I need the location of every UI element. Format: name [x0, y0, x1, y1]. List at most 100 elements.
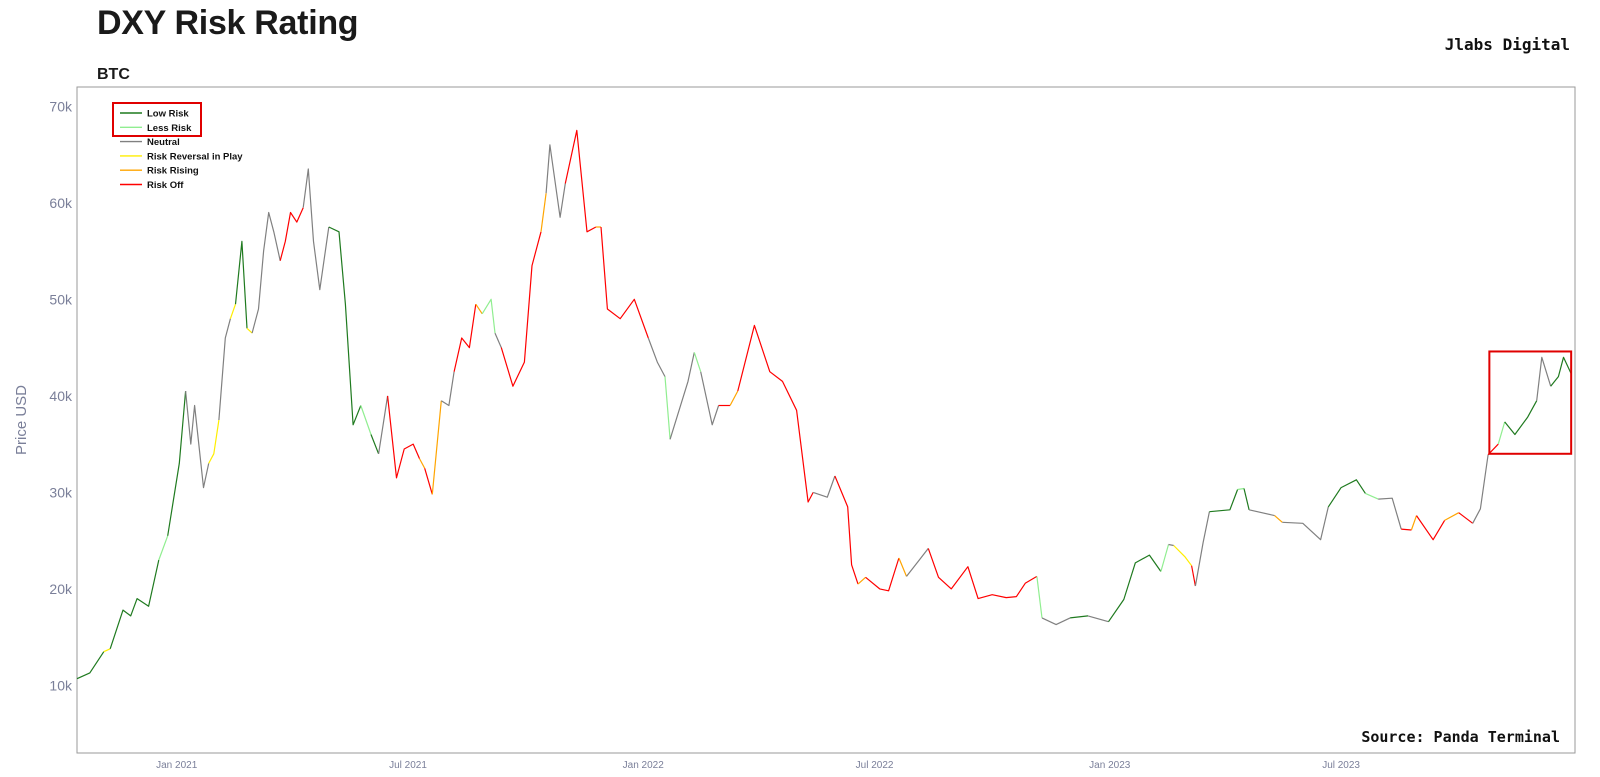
- series-segment-neutral: [440, 371, 455, 407]
- y-axis: 10k 20k 30k 40k 50k 60k 70k: [49, 98, 73, 693]
- series-segment-risk-off: [834, 475, 859, 585]
- series-segment-neutral: [1168, 543, 1174, 547]
- series-segment-low-risk: [1243, 488, 1250, 510]
- x-tick-label: Jul 2021: [389, 760, 427, 771]
- legend-item-label: Risk Reversal in Play: [147, 151, 243, 162]
- series-segment-risk-rising: [898, 557, 908, 577]
- series-segment-risk-off: [1191, 565, 1196, 587]
- series-segment-low-risk: [167, 390, 187, 536]
- y-axis-label: Price USD: [13, 385, 30, 455]
- series-segment-risk-off: [500, 231, 542, 387]
- series-segment-neutral: [494, 332, 502, 348]
- series-segment-low-risk: [109, 559, 160, 649]
- series-segment-neutral: [669, 352, 695, 440]
- y-tick-label: 50k: [49, 291, 73, 307]
- x-axis: Jan 2021 Jul 2021 Jan 2022 Jul 2022 Jan 2023…: [156, 760, 1360, 771]
- series-segment-risk-rising: [1274, 515, 1283, 523]
- series-segment-risk-off: [865, 557, 900, 592]
- series-segment-neutral: [545, 144, 566, 218]
- series-segment-neutral: [1472, 454, 1489, 524]
- series-segment-neutral: [218, 318, 231, 421]
- series-segment-low-risk: [1327, 479, 1366, 508]
- series-segment-risk-off: [453, 304, 477, 372]
- series-segment-risk-rising: [1444, 512, 1459, 521]
- x-tick-label: Jul 2022: [856, 760, 894, 771]
- x-tick-label: Jan 2021: [156, 760, 198, 771]
- series-segment-risk-off: [279, 207, 304, 261]
- series-segment-risk-off: [424, 468, 433, 495]
- series-segment-risk-rising: [729, 390, 739, 406]
- brand-label: Jlabs Digital: [1444, 35, 1570, 54]
- series-segment-risk-off: [1458, 512, 1474, 524]
- series-segment-neutral: [700, 371, 720, 426]
- series-segment-neutral: [1041, 617, 1071, 626]
- series-segment-risk-rising: [1410, 515, 1418, 531]
- series-segment-neutral: [185, 390, 210, 489]
- y-tick-label: 20k: [49, 581, 73, 597]
- series-segment-less-risk: [1160, 544, 1170, 572]
- series-segment-neutral: [906, 548, 929, 577]
- series-segment-low-risk: [1550, 356, 1572, 387]
- series-segment-risk-reversal-in-play: [1173, 545, 1193, 567]
- recent-price-highlight-box: [1488, 350, 1573, 455]
- series-segment-risk-off: [387, 395, 421, 479]
- series-segment-risk-off: [600, 226, 649, 339]
- series-segment-risk-off: [737, 324, 814, 503]
- series-segment-low-risk: [1209, 489, 1239, 513]
- series-segment-neutral: [813, 475, 836, 498]
- x-tick-label: Jan 2023: [1089, 760, 1131, 771]
- btc-price-series: [76, 129, 1572, 680]
- legend-item-label: Neutral: [147, 137, 180, 148]
- series-segment-less-risk: [1036, 576, 1043, 618]
- series-segment-neutral: [1248, 509, 1275, 517]
- series-segment-low-risk: [234, 240, 248, 329]
- y-tick-label: 60k: [49, 195, 73, 211]
- series-segment-risk-off: [1416, 515, 1446, 541]
- legend: Low Risk Less Risk Neutral Risk Reversal in…: [120, 109, 243, 191]
- highlight-boxes: [112, 102, 1573, 455]
- series-segment-low-risk: [76, 651, 105, 680]
- series-segment-low-risk: [1108, 554, 1162, 623]
- chart-subtitle: BTC: [97, 66, 130, 83]
- series-segment-less-risk: [664, 376, 671, 440]
- series-segment-risk-rising: [431, 400, 442, 495]
- series-segment-risk-rising: [475, 303, 483, 315]
- series-segment-risk-off: [564, 129, 597, 233]
- series-segment-neutral: [1536, 356, 1552, 401]
- series-segment-neutral: [1087, 615, 1109, 623]
- series-segment-risk-off: [927, 548, 1038, 600]
- series-segment-neutral: [1282, 506, 1329, 541]
- series-segment-neutral: [378, 395, 389, 454]
- series-segment-risk-off: [1401, 528, 1412, 531]
- series-segment-low-risk: [328, 226, 362, 426]
- series-segment-less-risk: [158, 535, 169, 561]
- legend-item-label: Risk Off: [147, 180, 184, 191]
- series-segment-risk-reversal-in-play: [246, 327, 253, 334]
- legend-item-label: Less Risk: [147, 123, 192, 134]
- y-tick-label: 40k: [49, 388, 73, 404]
- series-segment-neutral: [647, 337, 666, 377]
- x-tick-label: Jan 2022: [623, 760, 665, 771]
- y-tick-label: 10k: [49, 677, 73, 693]
- series-segment-less-risk: [1237, 487, 1245, 491]
- legend-highlight-box: [112, 102, 202, 137]
- x-tick-label: Jul 2023: [1322, 760, 1360, 771]
- series-segment-risk-reversal-in-play: [229, 304, 237, 319]
- series-segment-low-risk: [370, 434, 380, 455]
- series-segment-risk-reversal-in-play: [103, 648, 111, 653]
- source-label: Source: Panda Terminal: [1361, 728, 1560, 746]
- series-segment-less-risk: [1497, 421, 1506, 445]
- series-segment-less-risk: [481, 298, 496, 334]
- page-title: DXY Risk Rating: [97, 4, 359, 42]
- plot-frame: [76, 86, 1576, 754]
- series-segment-less-risk: [1365, 492, 1379, 500]
- series-segment-risk-rising: [418, 458, 426, 469]
- y-tick-label: 30k: [49, 484, 73, 500]
- series-segment-less-risk: [693, 352, 702, 372]
- series-segment-less-risk: [360, 405, 372, 435]
- series-segment-neutral: [1378, 497, 1402, 530]
- series-segment-neutral: [251, 211, 281, 334]
- legend-item-label: Low Risk: [147, 109, 189, 120]
- y-tick-label: 70k: [49, 98, 73, 114]
